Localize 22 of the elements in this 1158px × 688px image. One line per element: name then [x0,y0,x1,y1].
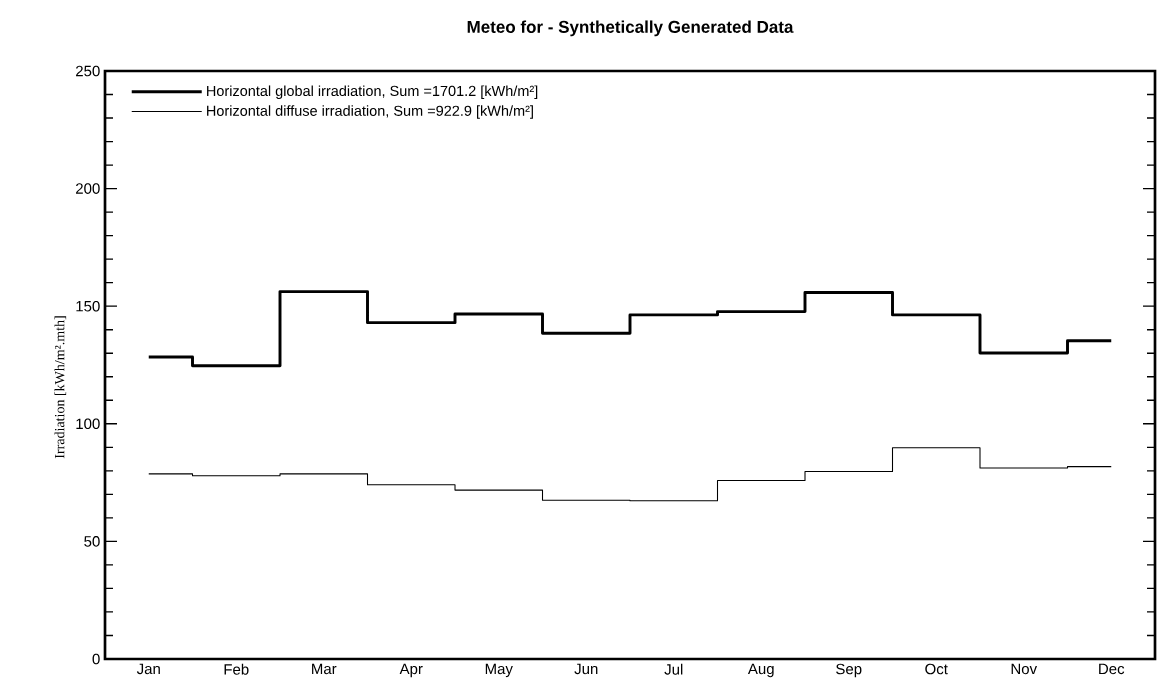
x-tick-label: Apr [399,663,423,678]
y-tick-label: 200 [76,183,100,194]
x-tick-label: Jul [664,663,683,675]
y-axis-title: Irradiation [kWh/m².mth] [54,316,67,459]
x-tick-label: Mar [312,663,337,675]
x-tick-label: Nov [1011,663,1038,675]
x-tick-label: Oct [925,663,948,675]
y-tick-label: 0 [92,653,100,665]
x-tick-label: Aug [747,663,774,678]
x-tick-label: May [485,663,513,678]
y-tick-label: 50 [84,536,100,547]
x-tick-label: Feb [224,663,249,675]
y-tick-label: 250 [76,65,100,77]
chart-title: Meteo for - Synthetically Generated Data [467,20,794,37]
y-tick-label: 150 [76,300,100,312]
x-tick-label: Jun [574,663,598,675]
y-tick-label: 100 [76,418,100,430]
x-tick-label: Jan [136,663,160,675]
x-tick-label: Dec [1099,663,1125,675]
legend-label: Horizontal diffuse irradiation, Sum =922.9 [kWh/m²] [207,105,533,119]
x-tick-label: Sep [836,663,862,678]
legend-label: Horizontal global irradiation, Sum =1701.2 [kWh/m²] [207,85,538,99]
